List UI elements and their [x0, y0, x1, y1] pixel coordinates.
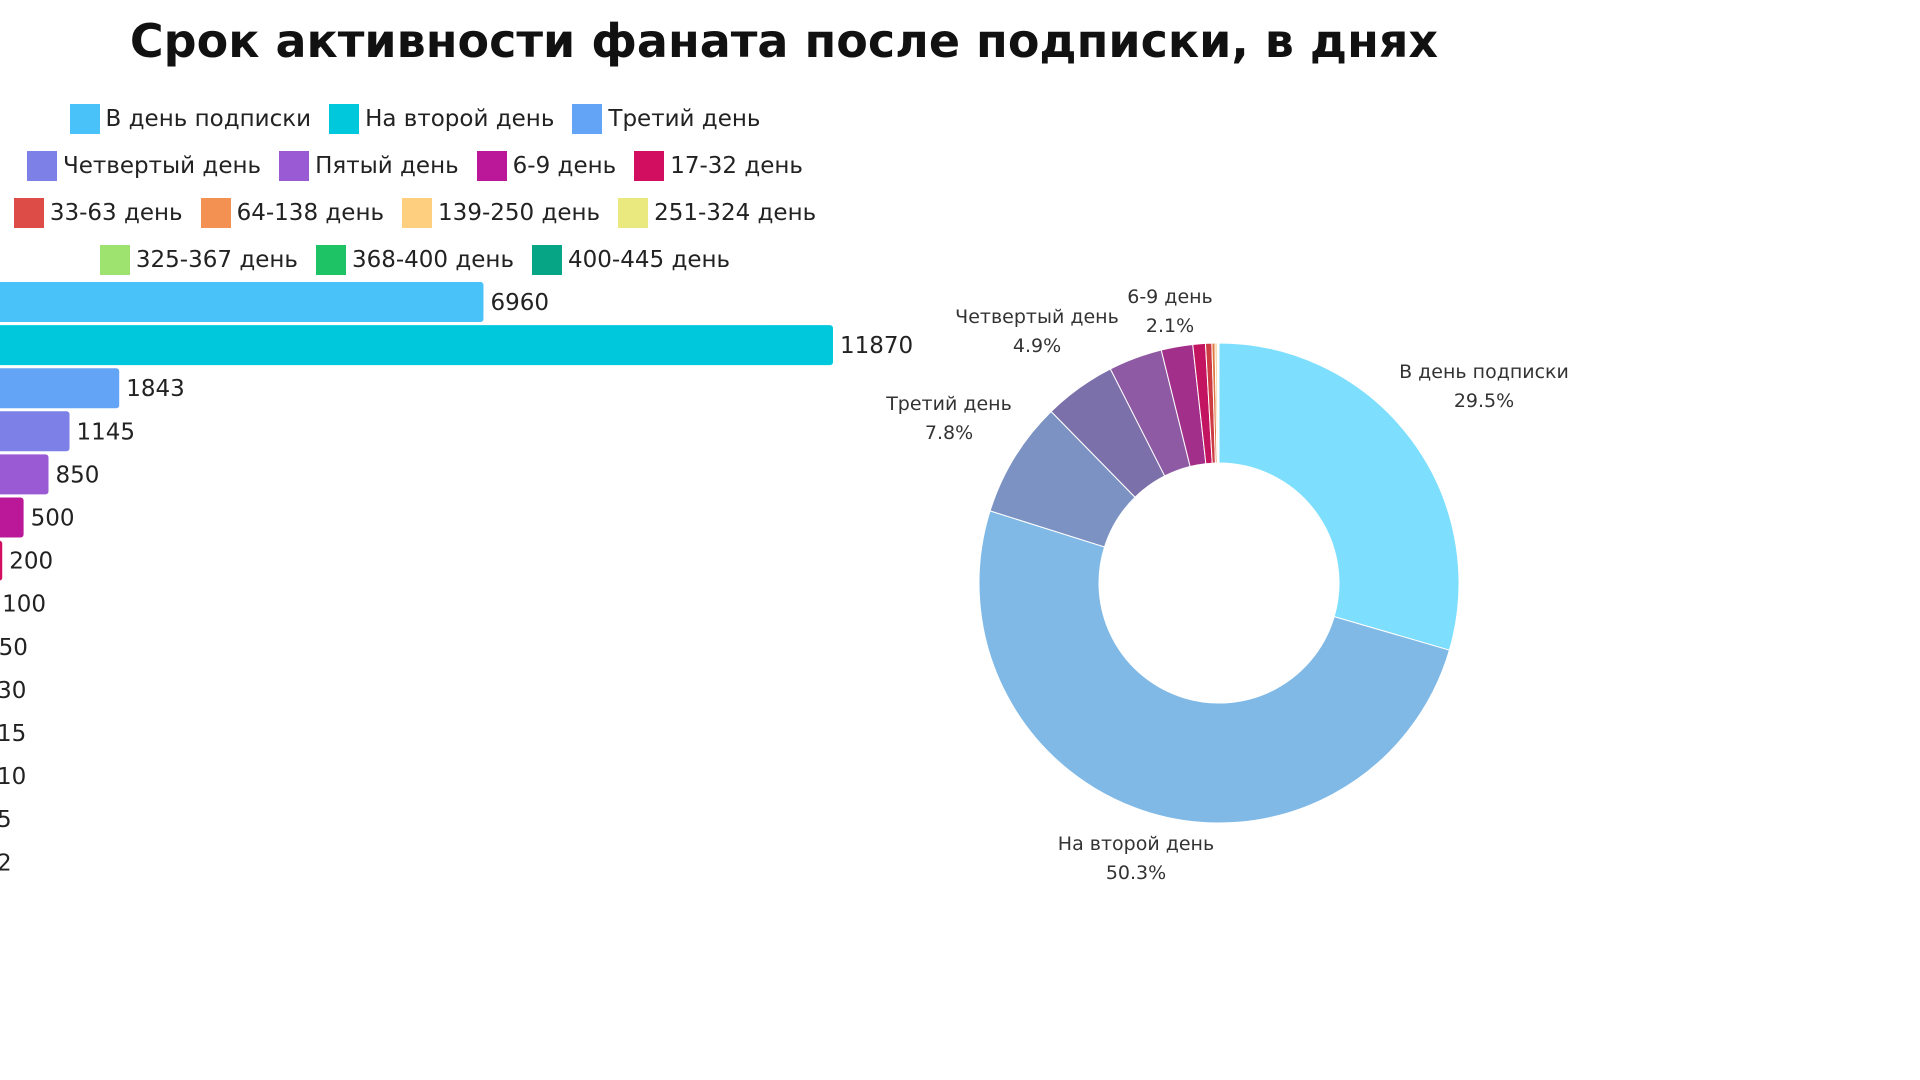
donut-label-name: Третий день: [885, 393, 1012, 415]
legend-row: В день подписки На второй день Третий день: [0, 95, 830, 142]
donut-label-percent: 4.9%: [1013, 335, 1061, 357]
donut-label: На второй день 50.3%: [1058, 833, 1214, 884]
donut-label: Четвертый день 4.9%: [955, 306, 1119, 357]
legend-item: Третий день: [572, 103, 761, 134]
legend-label: Третий день: [608, 105, 761, 132]
bar-value-label: 850: [56, 462, 100, 488]
legend-row: 33-63 день 64-138 день 139-250 день 251-324…: [0, 189, 830, 236]
donut-label-name: 6-9 день: [1127, 286, 1213, 308]
legend-swatch: [634, 150, 665, 181]
legend-item: 64-138 день: [200, 197, 385, 228]
bar-6: [0, 540, 3, 581]
bar-value-label: 1843: [126, 376, 185, 402]
bar-3: [0, 411, 70, 452]
legend-item: 6-9 день: [476, 150, 617, 181]
donut-label: В день подписки 29.5%: [1399, 361, 1568, 412]
legend-label: 400-445 день: [568, 246, 731, 273]
legend-label: 64-138 день: [236, 199, 385, 226]
legend-swatch: [99, 244, 130, 275]
legend-swatch: [329, 103, 360, 134]
legend-item: 368-400 день: [315, 244, 515, 275]
donut-slice-0: [1218, 342, 1460, 651]
legend-label: Четвертый день: [62, 152, 262, 179]
legend-label: 139-250 день: [438, 199, 601, 226]
bar-value-label: 11870: [840, 333, 913, 359]
legend-item: 139-250 день: [402, 197, 601, 228]
donut-slice-1: [978, 510, 1451, 824]
legend-swatch: [69, 103, 100, 134]
legend-label: 33-63 день: [49, 199, 183, 226]
bar-value-label: 5: [0, 807, 12, 833]
donut-label-percent: 29.5%: [1454, 390, 1514, 412]
bar-5: [0, 497, 24, 538]
donut-label-name: Четвертый день: [955, 306, 1119, 328]
donut-label-percent: 2.1%: [1146, 315, 1194, 337]
bar-value-label: 50: [0, 635, 28, 661]
legend-swatch: [315, 244, 346, 275]
legend-label: 368-400 день: [351, 246, 515, 273]
donut-label-percent: 50.3%: [1106, 862, 1166, 884]
legend-label: 6-9 день: [512, 152, 617, 179]
bar-value-label: 10: [0, 764, 26, 790]
legend-label: 325-367 день: [135, 246, 298, 273]
legend-swatch: [402, 197, 433, 228]
legend-item: 400-445 день: [532, 244, 731, 275]
legend-row: Четвертый день Пятый день 6-9 день 17-32 де…: [0, 142, 830, 189]
legend-item: 17-32 день: [634, 150, 803, 181]
bar-value-label: 15: [0, 721, 26, 747]
legend-item: 33-63 день: [13, 197, 183, 228]
legend-swatch: [532, 244, 563, 275]
bar-value-label: 2: [0, 850, 12, 876]
legend-swatch: [13, 197, 44, 228]
legend-swatch: [572, 103, 603, 134]
donut-label: Третий день 7.8%: [885, 393, 1012, 444]
bar-value-label: 100: [2, 592, 46, 618]
bar-chart: 6960 11870 1843 1145 850 500 200 100 50 30 15 10 5 2: [0, 282, 913, 876]
legend-label: 17-32 день: [670, 152, 803, 179]
legend-item: Четвертый день: [26, 150, 262, 181]
legend-item: Пятый день: [279, 150, 459, 181]
charts-canvas: 696011870184311458505002001005030151052 …: [0, 282, 1568, 884]
bar-2: [0, 368, 120, 409]
legend-label: Пятый день: [315, 152, 459, 179]
bar-4: [0, 454, 49, 495]
legend-item: 325-367 день: [99, 244, 298, 275]
legend-swatch: [200, 197, 231, 228]
legend-label: 251-324 день: [654, 199, 817, 226]
legend-swatch: [618, 197, 649, 228]
bar-value-label: 500: [31, 506, 75, 532]
legend-label: На второй день: [365, 105, 555, 132]
chart-title: Срок активности фаната после подписки, в…: [129, 14, 1439, 68]
legend-swatch: [279, 150, 310, 181]
donut-label-name: В день подписки: [1399, 361, 1568, 383]
legend-swatch: [26, 150, 57, 181]
legend-item: 251-324 день: [618, 197, 817, 228]
legend-row: 325-367 день 368-400 день 400-445 день: [0, 236, 830, 283]
bar-value-label: 200: [9, 549, 53, 575]
legend-label: В день подписки: [105, 105, 312, 132]
bar-1: [0, 325, 833, 366]
bar-value-label: 6960: [490, 290, 549, 316]
legend-swatch: [476, 150, 507, 181]
chart-legend: В день подписки На второй день Третий день…: [0, 95, 830, 283]
bar-value-label: 30: [0, 678, 26, 704]
donut-label: 6-9 день 2.1%: [1127, 286, 1213, 337]
donut-chart: В день подписки 29.5% На второй день 50.3% Т…: [885, 286, 1568, 884]
legend-item: В день подписки: [69, 103, 312, 134]
bar-0: [0, 282, 484, 322]
donut-label-name: На второй день: [1058, 833, 1214, 855]
legend-item: На второй день: [329, 103, 555, 134]
bar-value-label: 1145: [77, 419, 136, 445]
donut-label-percent: 7.8%: [925, 422, 973, 444]
